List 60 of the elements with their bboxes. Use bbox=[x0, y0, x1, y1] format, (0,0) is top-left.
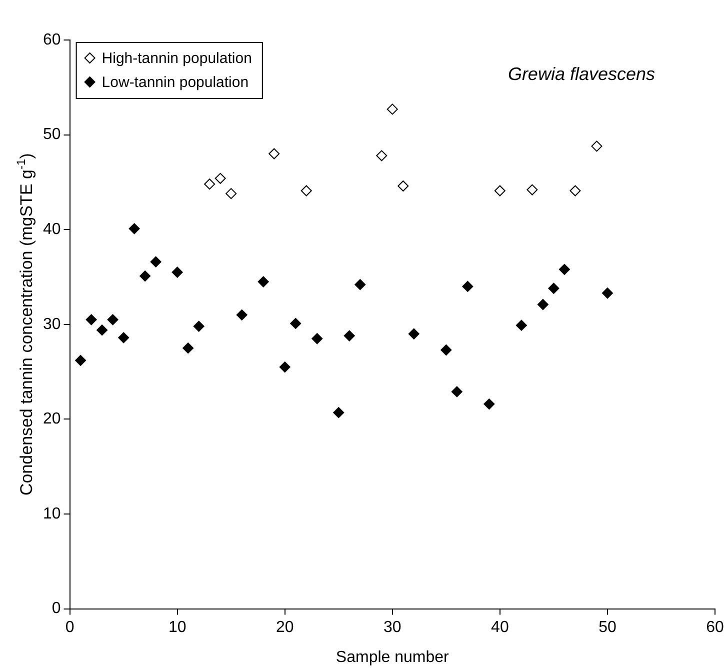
point bbox=[150, 256, 162, 268]
point bbox=[451, 386, 462, 398]
point bbox=[300, 185, 312, 196]
x-axis-title: Sample number bbox=[336, 649, 450, 666]
y-tick-label: 10 bbox=[43, 505, 61, 522]
y-tick-label: 20 bbox=[43, 410, 61, 428]
y-tick-label: 50 bbox=[43, 126, 61, 144]
y-tick-label: 0 bbox=[52, 600, 61, 618]
point bbox=[107, 314, 118, 326]
legend-label: Low-tannin population bbox=[102, 74, 249, 91]
y-tick-label: 30 bbox=[43, 316, 61, 333]
point bbox=[290, 318, 302, 329]
point bbox=[440, 344, 452, 356]
x-tick-label: 40 bbox=[491, 618, 509, 636]
point bbox=[204, 178, 216, 190]
y-tick-label: 40 bbox=[43, 221, 61, 238]
point bbox=[354, 279, 366, 290]
x-tick-label: 30 bbox=[384, 618, 402, 636]
legend-label: High-tannin population bbox=[102, 50, 252, 67]
point bbox=[386, 104, 398, 115]
y-axis-title: Condensed tannin concentration (mgSTE g-1) bbox=[14, 153, 36, 496]
point bbox=[602, 288, 613, 299]
point bbox=[193, 320, 204, 332]
point bbox=[75, 354, 86, 366]
point bbox=[398, 180, 409, 192]
point bbox=[86, 314, 97, 326]
point bbox=[570, 185, 581, 196]
point bbox=[333, 407, 344, 418]
point bbox=[236, 309, 248, 320]
x-tick-label: 60 bbox=[706, 618, 724, 636]
point bbox=[408, 328, 420, 340]
point bbox=[118, 332, 130, 344]
point bbox=[344, 330, 355, 342]
point bbox=[484, 398, 495, 410]
point bbox=[140, 270, 151, 282]
x-tick-label: 50 bbox=[598, 618, 616, 636]
point bbox=[172, 266, 183, 278]
point bbox=[462, 280, 474, 292]
point bbox=[526, 184, 538, 196]
point bbox=[537, 298, 548, 310]
point bbox=[214, 172, 226, 184]
point bbox=[591, 140, 602, 152]
point bbox=[548, 282, 560, 294]
x-tick-label: 20 bbox=[276, 618, 294, 636]
y-tick-label: 60 bbox=[43, 31, 61, 48]
point bbox=[279, 362, 290, 373]
point bbox=[258, 276, 269, 288]
point bbox=[96, 324, 108, 336]
point bbox=[312, 333, 323, 344]
point bbox=[494, 185, 506, 196]
point bbox=[268, 148, 280, 160]
point bbox=[516, 320, 527, 331]
point bbox=[558, 264, 570, 275]
point bbox=[128, 223, 140, 234]
point bbox=[226, 188, 237, 200]
x-tick-label: 10 bbox=[168, 618, 186, 636]
point bbox=[182, 342, 194, 354]
point bbox=[376, 150, 388, 162]
x-tick-label: 0 bbox=[65, 618, 74, 636]
annotation: Grewia flavescens bbox=[508, 64, 655, 84]
